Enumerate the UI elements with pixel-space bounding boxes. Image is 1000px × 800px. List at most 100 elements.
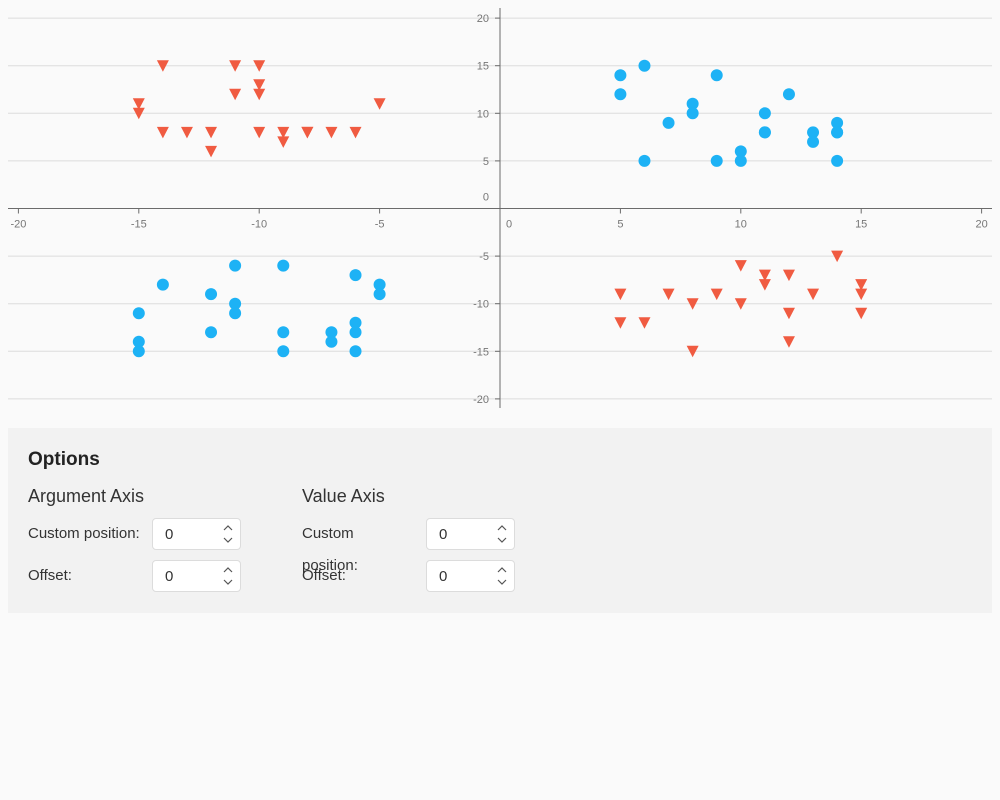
data-point-triangle <box>349 126 362 139</box>
chevron-up-icon[interactable] <box>222 564 234 576</box>
y-tick-label: 5 <box>483 156 489 168</box>
data-point-circle <box>277 326 290 339</box>
data-point-triangle <box>758 269 771 282</box>
data-point-circle <box>638 59 651 72</box>
data-point-triangle <box>638 317 651 329</box>
x-tick-label: 0 <box>506 219 512 231</box>
data-point-circle <box>831 126 844 139</box>
data-point-circle <box>758 107 771 120</box>
value-custom-position-value[interactable]: 0 <box>439 526 448 543</box>
y-tick-label: -10 <box>473 299 489 311</box>
x-tick-label: -20 <box>10 219 26 231</box>
argument-offset-input[interactable]: 0 <box>152 560 241 592</box>
data-point-circle <box>734 145 747 158</box>
x-tick-label: -5 <box>375 219 385 231</box>
data-point-triangle <box>229 88 242 101</box>
value-axis-title: Value Axis <box>302 486 385 506</box>
data-point-triangle <box>734 260 747 272</box>
x-tick-label: 20 <box>975 219 987 231</box>
data-point-triangle <box>686 345 699 358</box>
data-point-circle <box>614 88 627 101</box>
data-point-circle <box>638 154 651 167</box>
data-point-triangle <box>855 279 868 291</box>
value-offset-value[interactable]: 0 <box>439 568 448 585</box>
data-point-triangle <box>253 79 266 91</box>
chart-svg: -20 -15 -10 -5 0 5 10 15 20 20 15 10 5 0 -5 -10 -15 -20 <box>8 8 992 408</box>
data-point-triangle <box>132 98 145 110</box>
data-point-circle <box>229 297 242 310</box>
data-point-circle <box>686 97 699 110</box>
data-point-circle <box>205 326 218 339</box>
data-point-circle <box>662 116 675 129</box>
data-point-triangle <box>373 98 386 110</box>
data-point-triangle <box>831 250 844 263</box>
value-offset-label: Offset: <box>302 567 346 584</box>
data-point-circle <box>807 126 820 139</box>
chevron-down-icon[interactable] <box>496 576 508 588</box>
value-custom-position-input[interactable]: 0 <box>426 518 515 550</box>
data-point-triangle <box>614 288 627 301</box>
data-point-circle <box>831 116 844 129</box>
value-custom-position-label: Custom position: <box>302 525 358 574</box>
data-point-circle <box>229 259 242 272</box>
chevron-up-icon[interactable] <box>496 564 508 576</box>
y-tick-label: 20 <box>477 13 489 25</box>
data-point-circle <box>782 88 795 101</box>
data-point-circle <box>807 135 820 148</box>
chevron-down-icon[interactable] <box>222 534 234 546</box>
data-point-triangle <box>782 269 795 282</box>
chevron-up-icon[interactable] <box>496 522 508 534</box>
x-tick-label: -15 <box>131 219 147 231</box>
data-point-triangle <box>132 107 145 120</box>
data-point-triangle <box>325 126 338 139</box>
data-point-triangle <box>710 288 723 301</box>
data-point-triangle <box>855 288 868 301</box>
data-point-circle <box>349 326 362 339</box>
chevron-down-icon[interactable] <box>222 576 234 588</box>
data-point-triangle <box>855 307 868 320</box>
value-offset-row: Offset: 0 <box>302 560 515 602</box>
data-point-triangle <box>180 126 193 139</box>
data-point-triangle <box>277 136 290 148</box>
data-point-triangle <box>253 88 266 101</box>
data-point-circle <box>686 107 699 120</box>
data-point-triangle <box>156 60 169 72</box>
data-point-triangle <box>734 298 747 310</box>
value-custom-position-row: Custom position: 0 <box>302 518 515 574</box>
data-point-triangle <box>253 126 266 139</box>
data-point-circle <box>614 69 627 82</box>
y-tick-label: -5 <box>479 251 489 263</box>
y-tick-label: 0 <box>483 192 489 204</box>
options-panel: Options Argument Axis Custom position: 0… <box>8 428 992 613</box>
data-point-triangle <box>686 298 699 310</box>
value-axis-options: Value Axis Custom position: 0 Offset: 0 <box>302 484 515 602</box>
x-tick-label: 5 <box>617 219 623 231</box>
data-point-circle <box>156 278 169 291</box>
chevron-up-icon[interactable] <box>222 522 234 534</box>
y-tick-label: 10 <box>477 108 489 120</box>
data-point-circle <box>132 307 145 320</box>
data-point-circle <box>277 345 290 358</box>
data-point-triangle <box>758 279 771 291</box>
argument-custom-position-value[interactable]: 0 <box>165 526 174 543</box>
y-tick-label: 15 <box>477 61 489 73</box>
data-point-circle <box>349 345 362 358</box>
argument-custom-position-label: Custom position: <box>28 525 140 542</box>
data-point-triangle <box>301 126 314 139</box>
data-point-triangle <box>782 336 795 348</box>
data-point-circle <box>349 316 362 329</box>
value-offset-input[interactable]: 0 <box>426 560 515 592</box>
data-point-circle <box>277 259 290 272</box>
argument-offset-value[interactable]: 0 <box>165 568 174 585</box>
chevron-down-icon[interactable] <box>496 534 508 546</box>
tick-labels: -20 -15 -10 -5 0 5 10 15 20 20 15 10 5 0 -5 -10 -15 -20 <box>10 13 987 406</box>
argument-axis-title: Argument Axis <box>28 486 145 506</box>
data-point-triangle <box>277 126 290 139</box>
data-point-triangle <box>205 145 218 158</box>
data-point-circle <box>373 278 386 291</box>
data-point-triangle <box>782 307 795 320</box>
argument-custom-position-input[interactable]: 0 <box>152 518 241 550</box>
data-point-circle <box>758 126 771 139</box>
chart-axes <box>8 8 992 408</box>
options-title: Options <box>28 449 100 470</box>
